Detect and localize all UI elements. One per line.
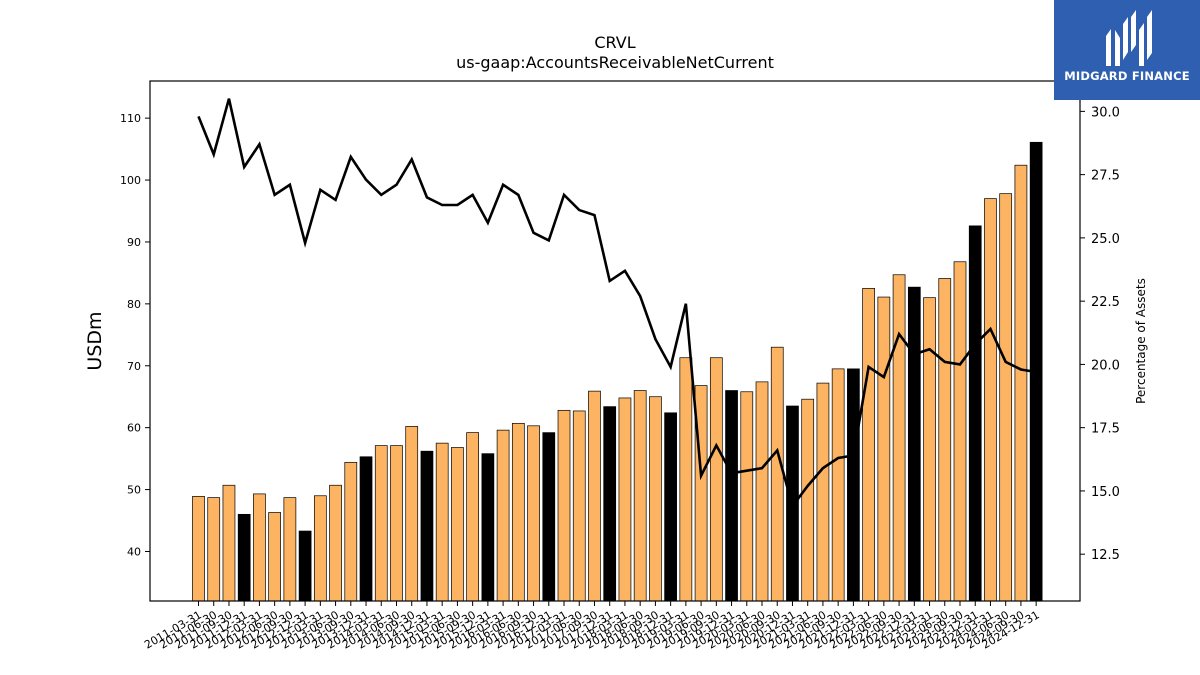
bar: [542, 432, 556, 602]
brand-name: MIDGARD FINANCE: [1064, 69, 1190, 83]
bar: [588, 390, 601, 602]
bar: [664, 412, 677, 602]
bar: [923, 297, 936, 602]
bar: [222, 484, 236, 602]
bar: [313, 495, 327, 602]
bar: [725, 390, 738, 602]
y2-tick-label: 25.0: [1091, 232, 1120, 247]
y-tick-label: 100: [120, 174, 141, 187]
bar: [207, 497, 221, 602]
bar: [192, 496, 205, 602]
bar: [511, 422, 525, 602]
bar: [709, 357, 723, 602]
y-tick-label: 80: [127, 298, 141, 311]
bar: [1014, 164, 1028, 602]
bar: [984, 198, 997, 602]
midgard-logo-icon: [1106, 10, 1152, 66]
bar: [831, 368, 845, 602]
y2-tick-label: 17.5: [1091, 422, 1120, 437]
x-axis: 2011-03-312011-06-302011-09-302011-12-31…: [142, 601, 1042, 652]
bar: [329, 484, 342, 602]
bar: [435, 442, 449, 602]
bar: [390, 445, 403, 602]
bar: [359, 456, 373, 602]
bar: [907, 286, 921, 602]
bars-group: [192, 141, 1043, 602]
y-axis-left: 40 50 60 70 80 90 100 110: [120, 112, 150, 558]
bar: [253, 493, 266, 602]
y-axis-label: USDm: [84, 311, 106, 370]
bar: [237, 513, 251, 602]
series-line: [197, 98, 1037, 510]
bar: [405, 426, 419, 602]
bar: [953, 261, 967, 602]
bar: [862, 288, 875, 602]
bar: [649, 396, 662, 602]
bar: [603, 406, 617, 602]
bar: [770, 346, 784, 602]
bar: [572, 410, 586, 602]
y2-tick-label: 12.5: [1091, 548, 1120, 563]
chart-title: CRVL: [594, 33, 635, 52]
y-tick-label: 60: [127, 422, 141, 435]
y2-axis-label: Percentage of Assets: [1134, 278, 1148, 404]
bar: [740, 391, 754, 602]
y2-tick-label: 27.5: [1091, 169, 1120, 184]
bar: [298, 530, 312, 602]
y-axis-right: 12.5 15.0 17.5 20.0 22.5 25.0 27.5 30.0: [1080, 105, 1120, 563]
y-tick-label: 110: [120, 112, 141, 125]
bar: [374, 445, 388, 602]
bar: [816, 382, 830, 602]
y-tick-label: 90: [127, 236, 141, 249]
y2-tick-label: 15.0: [1091, 485, 1120, 500]
bar: [496, 429, 510, 602]
bar: [801, 398, 815, 602]
y2-tick-label: 30.0: [1091, 105, 1120, 120]
brand-logo: MIDGARD FINANCE: [1054, 0, 1200, 100]
bar: [679, 357, 693, 602]
y2-tick-label: 20.0: [1091, 358, 1120, 373]
bar: [466, 432, 479, 602]
bar: [968, 225, 982, 602]
plot-frame: [149, 80, 1081, 602]
bar: [847, 368, 860, 602]
bar: [877, 296, 891, 602]
bar: [451, 447, 464, 602]
y2-tick-label: 22.5: [1091, 295, 1120, 310]
chart-subtitle: us-gaap:AccountsReceivableNetCurrent: [456, 53, 774, 72]
bar: [283, 497, 297, 602]
y-tick-label: 40: [127, 545, 141, 558]
bar: [755, 381, 769, 602]
bar: [420, 450, 434, 602]
bar: [892, 274, 906, 602]
bar: [938, 278, 952, 602]
bar: [633, 390, 647, 602]
bar: [999, 193, 1013, 602]
y-tick-label: 70: [127, 360, 141, 373]
bar: [618, 397, 632, 602]
bar: [527, 425, 540, 602]
bar: [344, 461, 358, 602]
bar: [268, 512, 281, 602]
bar: [481, 453, 495, 602]
y-tick-label: 50: [127, 484, 141, 497]
bar: [557, 409, 571, 602]
line-group: [197, 98, 1037, 510]
